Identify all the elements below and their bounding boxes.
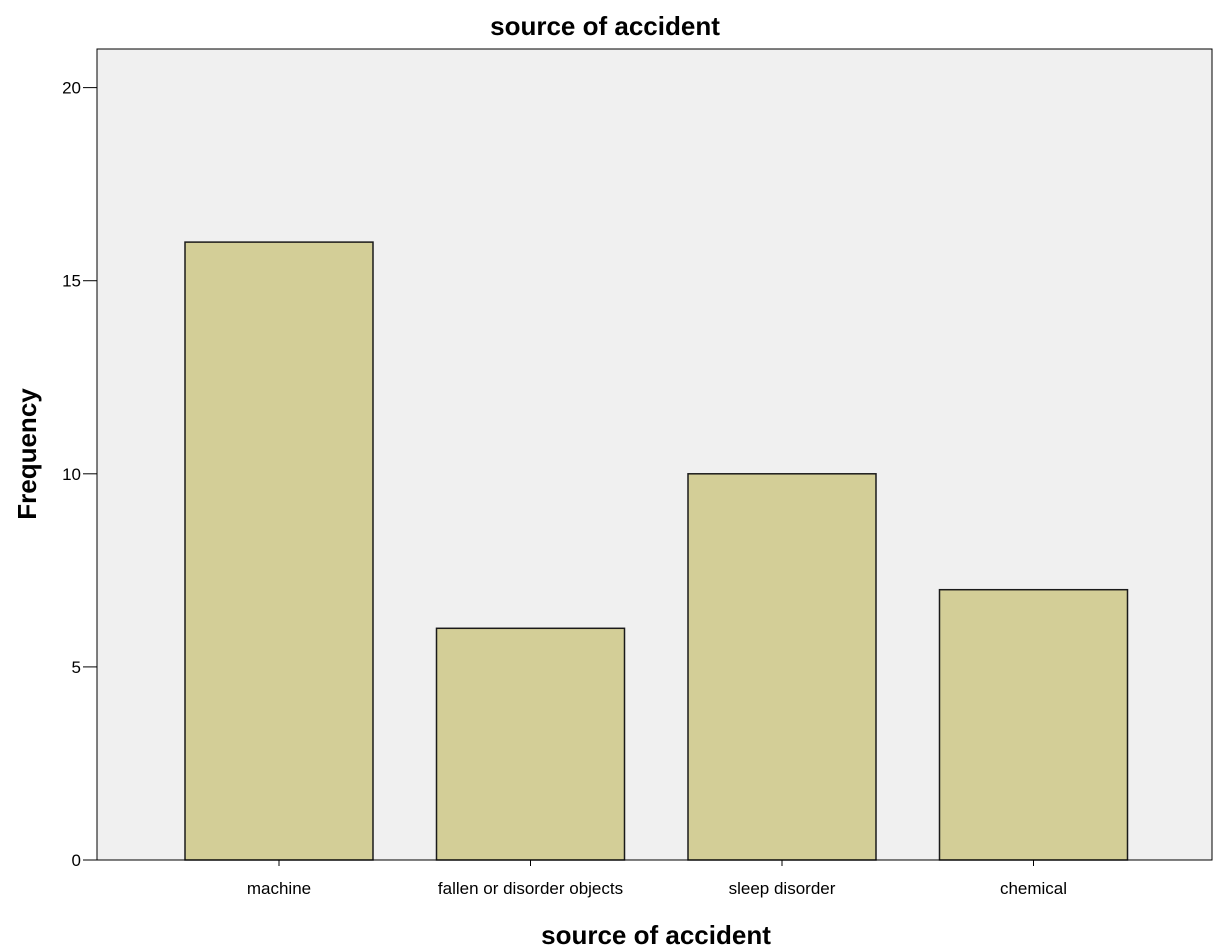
chart-title: source of accident	[490, 11, 720, 41]
y-tick-label: 20	[62, 79, 81, 98]
x-tick-label: fallen or disorder objects	[438, 879, 623, 898]
y-tick-label: 10	[62, 465, 81, 484]
bar-2	[687, 473, 877, 861]
y-tick-label: 0	[72, 851, 81, 870]
y-axis-title: Frequency	[12, 388, 42, 520]
y-tick-label: 5	[72, 658, 81, 677]
bars-group	[184, 241, 1129, 861]
x-axis-title: source of accident	[541, 920, 771, 949]
x-tick-label: chemical	[1000, 879, 1067, 898]
y-axis-ticks: 0 5 10 15 20	[62, 79, 97, 870]
x-tick-label: machine	[247, 879, 311, 898]
bar-1	[435, 627, 626, 861]
x-axis-ticks: machine fallen or disorder objects sleep d…	[247, 860, 1067, 898]
x-tick-label: sleep disorder	[729, 879, 836, 898]
bar-3	[938, 588, 1129, 861]
y-tick-label: 15	[62, 272, 81, 291]
bar-0	[184, 241, 374, 861]
